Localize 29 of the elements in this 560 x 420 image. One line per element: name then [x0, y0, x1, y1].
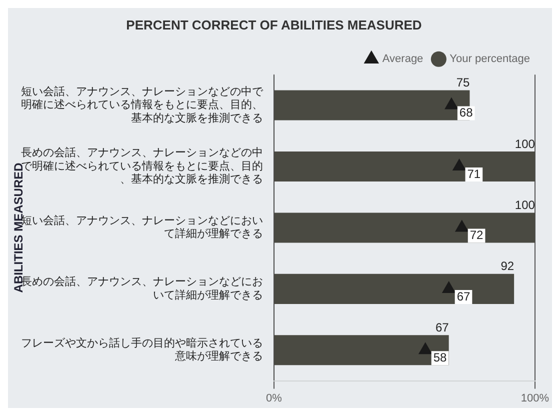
data-label: 100 — [514, 136, 536, 151]
data-label: 72 — [470, 228, 484, 242]
data-label: 67 — [435, 320, 450, 334]
data-label: 68 — [459, 106, 474, 120]
y-tick-label: 長めの会話、アナウンス、ナレーションなどにおいて詳細が理解できる — [21, 275, 263, 302]
y-tick-label: 短い会話、アナウンス、ナレーションなどの中で明確に述べられている情報をもとに要点、目的、基本的な文脈を推測できる — [21, 84, 264, 124]
point — [418, 342, 432, 354]
point — [442, 281, 456, 293]
legend-label: Your percentage — [450, 53, 530, 66]
data-label: 75 — [456, 76, 470, 90]
y-tick-label: フレーズや文から話し手の目的や暗示されている意味が理解できる — [21, 336, 263, 363]
bar — [274, 212, 535, 243]
bar — [274, 151, 535, 182]
y-tick-label: 長めの会話、アナウンス、ナレーションなどの中で明確に述べられている情報をもとに要点、目的、基本的な文脈を推測できる — [21, 146, 263, 186]
x-tick-label: 0% — [266, 392, 282, 404]
bar — [274, 274, 514, 304]
chart-title: PERCENT CORRECT OF ABILITIES MEASURED — [126, 17, 422, 32]
x-tick-label: 100% — [520, 392, 550, 404]
point — [444, 98, 458, 110]
data-label: 58 — [433, 350, 448, 364]
data-label: 71 — [467, 166, 481, 181]
point — [455, 220, 468, 232]
legend-label: Average — [382, 53, 424, 66]
data-label: 92 — [500, 259, 514, 274]
bar — [274, 335, 449, 366]
point — [452, 158, 466, 170]
data-label: 67 — [456, 289, 470, 304]
y-tick-label: 短い会話、アナウンス、ナレーションなどにおいて詳細が理解できる — [21, 214, 263, 240]
data-label: 100 — [514, 198, 536, 212]
